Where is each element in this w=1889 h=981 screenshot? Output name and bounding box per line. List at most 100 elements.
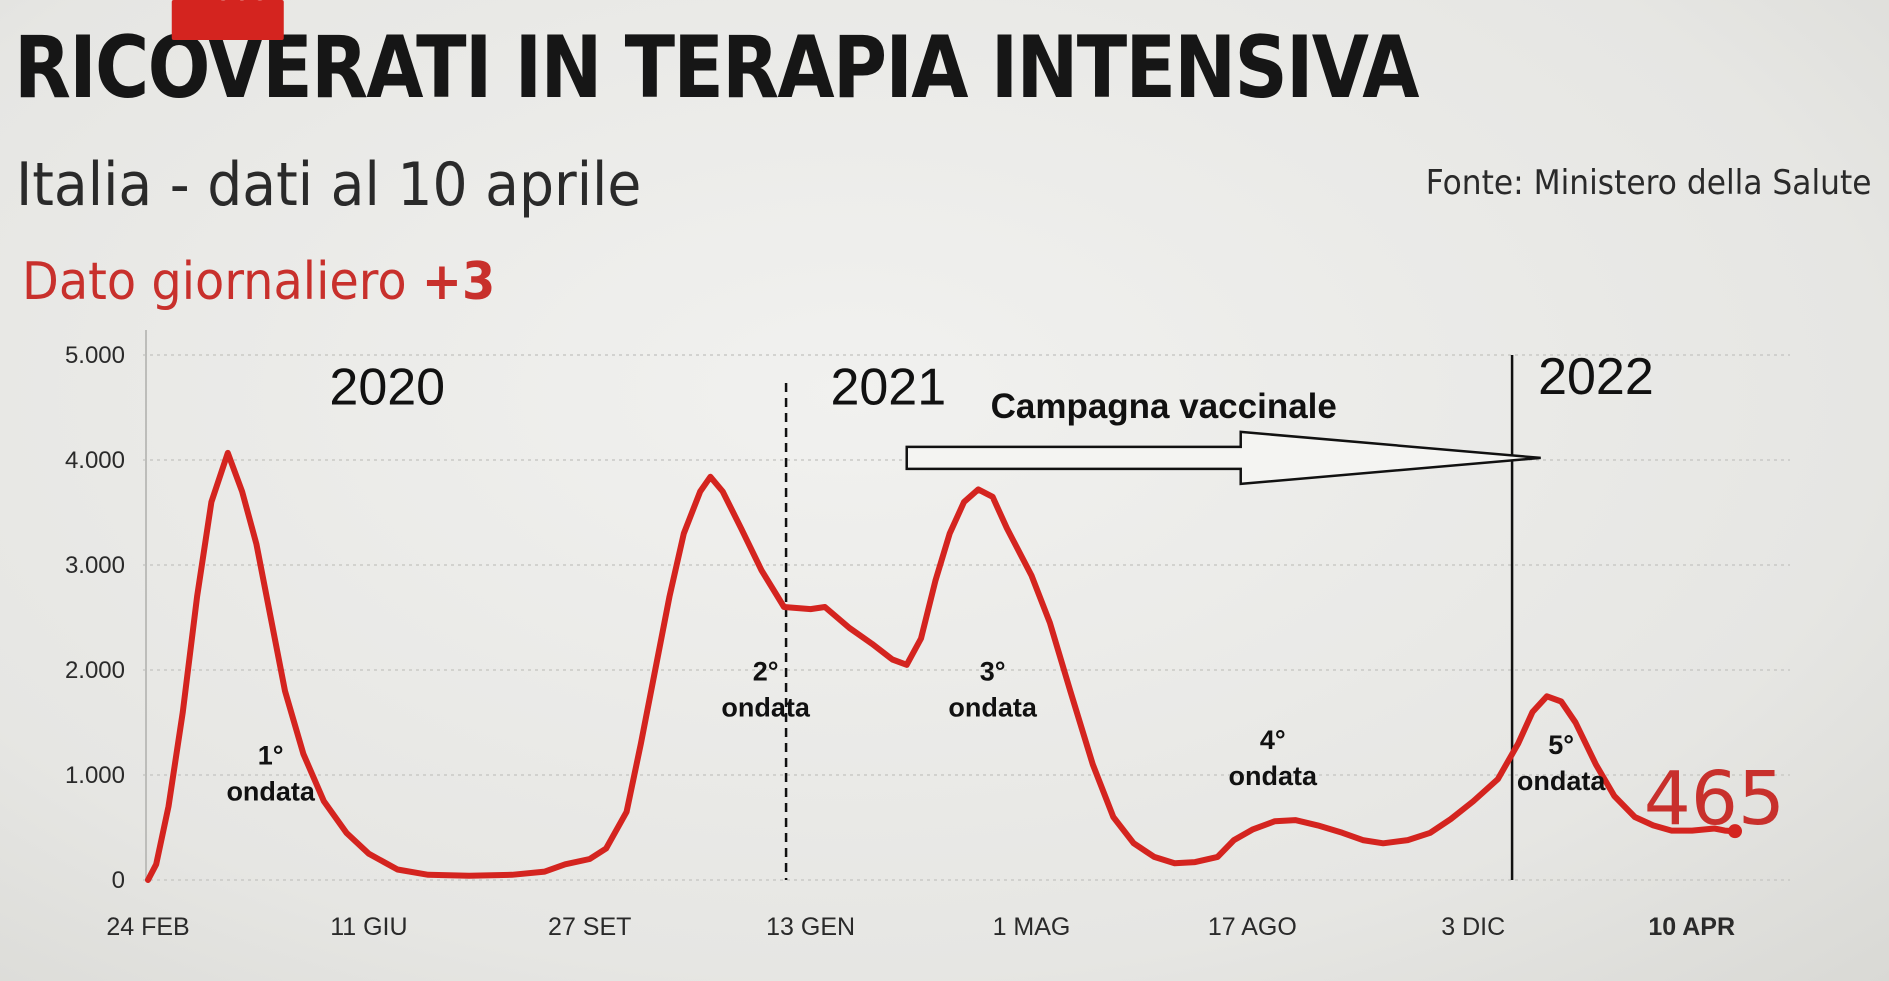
data-point [1713, 827, 1716, 830]
data-point [1517, 742, 1519, 745]
x-tick-label: 1 MAG [993, 913, 1071, 941]
data-point [1362, 839, 1364, 841]
data-point [1251, 828, 1254, 831]
data-point [1382, 842, 1384, 845]
source-note: Fonte: Ministero della Salute [1425, 163, 1871, 203]
data-point [427, 874, 430, 876]
data-point [668, 595, 671, 598]
data-point [1092, 763, 1094, 766]
data-point [683, 532, 685, 535]
y-tick-label: 3.000 [65, 552, 125, 579]
data-point [905, 664, 908, 666]
data-point [605, 847, 607, 850]
year-dividers [784, 355, 1514, 880]
y-tick-label: 4.000 [65, 447, 125, 474]
data-point [963, 501, 965, 503]
data-point [1497, 778, 1499, 780]
data-point [1724, 829, 1726, 832]
data-point [147, 879, 149, 881]
x-axis: 24 FEB 11 GIU 27 SET 13 GEN 1 MAG 17 AGO 3 DIC… [106, 913, 1735, 941]
last-value-label: 465 [1644, 756, 1785, 842]
data-point [323, 800, 325, 803]
x-tick-label: 24 FEB [106, 913, 189, 941]
data-point [625, 811, 628, 813]
data-point [934, 580, 937, 582]
data-point [891, 658, 894, 661]
data-point [1294, 819, 1297, 821]
data-point [564, 863, 566, 866]
x-tick-label: 3 DIC [1441, 913, 1505, 941]
data-point [1449, 818, 1452, 820]
year-label: 2022 [1538, 348, 1654, 406]
data-point [155, 863, 157, 866]
x-tick-label: 27 SET [548, 913, 631, 941]
wave-number: 4° [1260, 725, 1286, 755]
data-point [721, 490, 724, 493]
data-point [809, 608, 812, 610]
data-point [544, 870, 546, 873]
data-point [824, 606, 826, 608]
data-point [1274, 820, 1276, 822]
data-point [709, 476, 712, 478]
data-point [1132, 842, 1135, 845]
data-point [196, 595, 198, 598]
data-point [227, 452, 229, 454]
data-point [1531, 711, 1534, 713]
y-tick-label: 2.000 [65, 657, 125, 684]
annotations: 3 APRILE4.068465202020212022Campagna vac… [171, 0, 1785, 842]
chart-subtitle: Italia - dati al 10 aprile [16, 150, 642, 220]
series-line [145, 449, 1738, 883]
campaign-label: Campagna vaccinale [991, 387, 1337, 426]
data-point [1472, 800, 1474, 803]
data-point [654, 669, 656, 671]
data-point [1030, 574, 1033, 577]
y-axis: 0 1.000 2.000 3.000 4.000 5.000 [65, 330, 147, 894]
data-point [345, 832, 348, 834]
data-point [269, 616, 272, 619]
data-point [1112, 816, 1115, 818]
data-point [1429, 832, 1432, 834]
data-point [699, 490, 701, 493]
x-tick-label: 10 APR [1648, 913, 1735, 941]
wave-label: ondata [721, 693, 810, 723]
x-tick-label: 13 GEN [766, 913, 855, 941]
y-tick-label: 1.000 [65, 762, 125, 789]
data-point [284, 690, 286, 692]
peak-value-label: 4.068 [186, 0, 269, 7]
wave-number: 5° [1548, 730, 1574, 760]
data-point [1652, 824, 1654, 827]
data-point [511, 874, 513, 876]
year-label: 2021 [830, 359, 946, 417]
data-point [1006, 527, 1008, 530]
data-point [1049, 622, 1051, 624]
data-point [871, 643, 873, 645]
wave-label: ondata [1517, 766, 1606, 796]
data-point [588, 858, 591, 860]
data-point [1670, 829, 1673, 832]
series-line-group [145, 449, 1742, 883]
data-point [1595, 763, 1597, 766]
wave-label: ondata [1229, 761, 1318, 791]
data-point [640, 742, 642, 745]
data-point [1691, 829, 1693, 832]
wave-label: ondata [948, 693, 1037, 723]
last-point-marker [1728, 824, 1742, 839]
year-label: 2020 [329, 359, 445, 417]
data-point [783, 606, 785, 608]
data-point [948, 532, 951, 535]
data-point [1069, 690, 1072, 692]
data-point [1317, 824, 1319, 827]
data-point [848, 627, 851, 629]
data-point [1546, 695, 1548, 698]
y-tick-label: 0 [112, 867, 125, 894]
wave-label: ondata [226, 777, 315, 807]
data-point [1634, 816, 1636, 818]
data-point [1613, 795, 1616, 797]
data-point [167, 805, 170, 808]
data-point [1216, 856, 1219, 858]
data-point [1173, 862, 1176, 864]
gridlines [143, 354, 1790, 881]
data-point [1560, 700, 1562, 703]
daily-label: Dato giornaliero [22, 252, 407, 312]
